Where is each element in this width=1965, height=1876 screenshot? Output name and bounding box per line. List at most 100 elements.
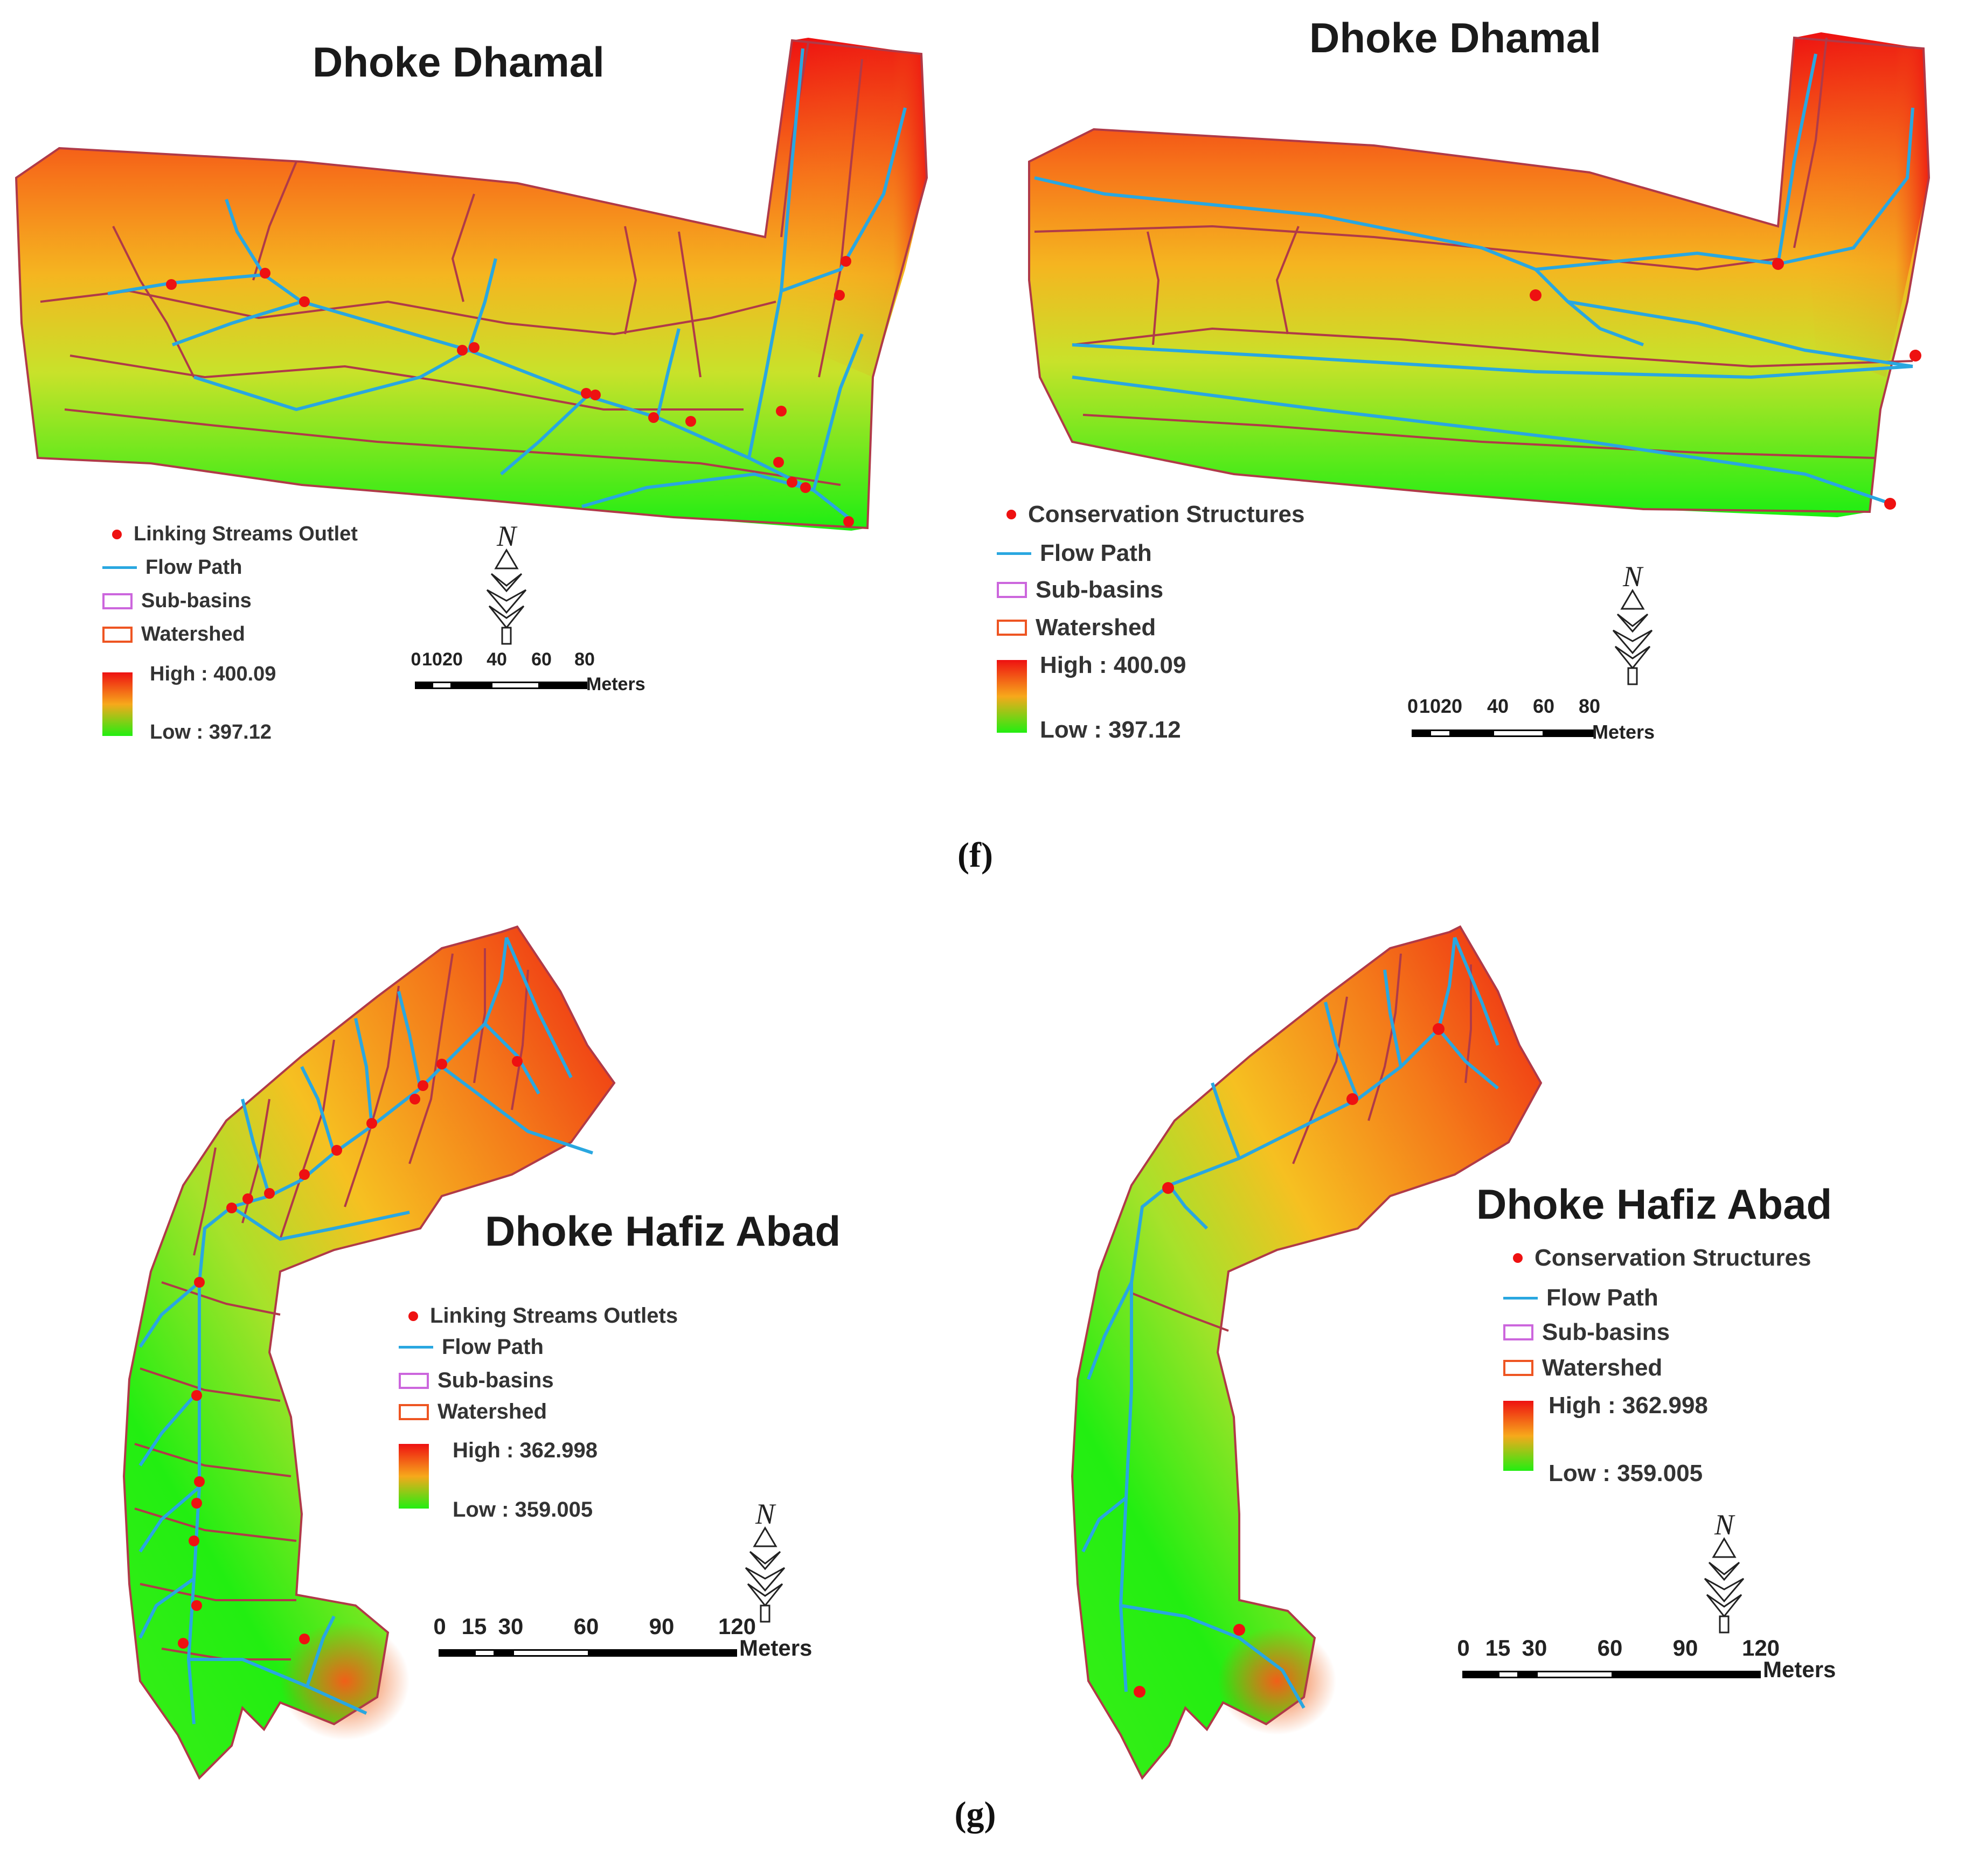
map-title: Dhoke Hafiz Abad bbox=[485, 1207, 841, 1255]
legend-subbasins-label: Sub-basins bbox=[141, 589, 252, 612]
north-arrow-icon: N bbox=[486, 520, 527, 645]
watershed-box-icon bbox=[1503, 1360, 1533, 1376]
legend-subbasins-row: Sub-basins bbox=[399, 1368, 554, 1393]
map-legend: Linking Streams Outlet Flow Path Sub-bas… bbox=[102, 517, 436, 749]
north-arrow: N bbox=[1697, 1509, 1751, 1638]
north-arrow: N bbox=[738, 1498, 792, 1627]
legend-flow-row: Flow Path bbox=[399, 1335, 544, 1359]
legend-watershed-label: Watershed bbox=[141, 623, 245, 645]
legend-watershed-label: Watershed bbox=[1036, 614, 1156, 641]
scale-bar-graphic bbox=[439, 1649, 737, 1657]
red-dot-icon bbox=[408, 1311, 418, 1321]
legend-high-label: High : 362.998 bbox=[1549, 1392, 1708, 1419]
legend-watershed-label: Watershed bbox=[438, 1400, 547, 1423]
scale-tick: 30 bbox=[498, 1614, 524, 1639]
legend-points-row: Conservation Structures bbox=[1503, 1245, 1811, 1271]
subbasin-box-icon bbox=[1503, 1324, 1533, 1340]
legend-watershed-row: Watershed bbox=[1503, 1354, 1662, 1381]
north-arrow: N bbox=[1606, 560, 1660, 690]
subbasin-box-icon bbox=[997, 582, 1027, 598]
watershed-map bbox=[1071, 925, 1543, 1780]
elevation-ramp bbox=[997, 660, 1027, 733]
scale-unit: Meters bbox=[1763, 1657, 1836, 1682]
scale-unit: Meters bbox=[1592, 721, 1655, 743]
scale-tick: 15 bbox=[461, 1614, 487, 1639]
map-title: Dhoke Hafiz Abad bbox=[1476, 1180, 1832, 1228]
scale-tick: 10 bbox=[1419, 695, 1441, 717]
legend-flow-row: Flow Path bbox=[102, 556, 242, 579]
scale-bar: 0 15 30 60 90 120 Meters bbox=[431, 1614, 851, 1667]
legend-subbasins-row: Sub-basins bbox=[1503, 1319, 1670, 1346]
flow-line-icon bbox=[1503, 1296, 1538, 1300]
legend-points-label: Linking Streams Outlet bbox=[134, 523, 358, 545]
scale-tick: 20 bbox=[442, 649, 463, 670]
outlet-points bbox=[166, 256, 854, 527]
scale-tick: 60 bbox=[1532, 695, 1555, 717]
legend-low-label: Low : 359.005 bbox=[453, 1498, 593, 1521]
scale-tick: 30 bbox=[1522, 1635, 1547, 1660]
elevation-surface bbox=[16, 38, 927, 531]
legend-subbasins-label: Sub-basins bbox=[1542, 1319, 1670, 1345]
outlet-points bbox=[178, 1056, 523, 1649]
scale-tick: 120 bbox=[1741, 1635, 1780, 1660]
scale-tick: 60 bbox=[573, 1614, 599, 1639]
watershed-box-icon bbox=[102, 626, 133, 643]
scale-tick: 15 bbox=[1485, 1635, 1511, 1660]
north-arrow-icon: N bbox=[1704, 1509, 1745, 1634]
caption-f: (f) bbox=[957, 836, 993, 875]
legend-flow-label: Flow Path bbox=[1546, 1284, 1658, 1311]
scale-tick: 40 bbox=[1487, 695, 1509, 717]
elevation-ramp bbox=[399, 1444, 429, 1509]
subbasin-box-icon bbox=[399, 1372, 429, 1389]
subbasin-box-icon bbox=[102, 593, 133, 609]
scale-tick: 60 bbox=[531, 649, 552, 670]
legend-points-label: Linking Streams Outlets bbox=[430, 1304, 678, 1328]
legend-subbasins-label: Sub-basins bbox=[438, 1368, 554, 1392]
scale-tick: 0 bbox=[1457, 1635, 1470, 1660]
elevation-ramp bbox=[1503, 1401, 1533, 1471]
elevation-surface bbox=[124, 927, 614, 1778]
north-label: N bbox=[755, 1498, 776, 1530]
legend-flow-label: Flow Path bbox=[1040, 540, 1152, 566]
legend-watershed-label: Watershed bbox=[1542, 1354, 1663, 1381]
legend-flow-row: Flow Path bbox=[1503, 1284, 1658, 1311]
map-panel-f-right: Dhoke Dhamal Conservation Structures Flo… bbox=[997, 0, 1965, 808]
scale-tick: 10 bbox=[422, 649, 442, 670]
map-legend: Linking Streams Outlets Flow Path Sub-ba… bbox=[399, 1304, 776, 1530]
structure-points bbox=[1530, 258, 1921, 510]
watershed-box-icon bbox=[997, 620, 1027, 636]
legend-high-label: High : 400.09 bbox=[1040, 652, 1186, 678]
north-arrow: N bbox=[480, 520, 533, 649]
legend-subbasins-label: Sub-basins bbox=[1036, 576, 1164, 603]
subbasin-boundaries bbox=[122, 925, 616, 1780]
scale-unit: Meters bbox=[586, 674, 645, 694]
scale-tick: 0 bbox=[1407, 695, 1419, 717]
legend-points-row: Linking Streams Outlets bbox=[399, 1304, 678, 1328]
legend-low-label: Low : 397.12 bbox=[150, 721, 272, 744]
scale-bar: 0 10 20 40 60 80 Meters bbox=[409, 649, 679, 694]
watershed-map bbox=[15, 38, 928, 531]
scale-bar-graphic bbox=[1462, 1671, 1761, 1678]
red-dot-icon bbox=[112, 529, 122, 539]
scale-unit: Meters bbox=[739, 1635, 813, 1660]
legend-high-label: High : 400.09 bbox=[150, 663, 276, 685]
north-arrow-icon: N bbox=[1612, 560, 1653, 685]
scale-tick: 120 bbox=[718, 1614, 756, 1639]
subbasin-boundaries bbox=[1028, 36, 1931, 513]
caption-g: (g) bbox=[954, 1795, 996, 1834]
flow-line-icon bbox=[997, 552, 1031, 555]
scale-bar: 0 10 20 40 60 80 Meters bbox=[1406, 695, 1686, 744]
flow-paths bbox=[138, 936, 593, 1725]
map-legend: Conservation Structures Flow Path Sub-ba… bbox=[997, 496, 1374, 754]
scale-tick: 40 bbox=[487, 649, 507, 670]
map-title: Dhoke Dhamal bbox=[1309, 14, 1601, 61]
structure-points bbox=[1134, 1023, 1445, 1698]
north-label: N bbox=[496, 520, 518, 552]
scale-tick: 90 bbox=[1672, 1635, 1698, 1660]
flow-paths bbox=[107, 48, 907, 522]
flow-paths bbox=[1081, 936, 1499, 1709]
legend-low-label: Low : 397.12 bbox=[1040, 717, 1181, 743]
legend-flow-label: Flow Path bbox=[145, 556, 242, 579]
scale-tick: 20 bbox=[1440, 695, 1463, 717]
legend-watershed-row: Watershed bbox=[997, 614, 1156, 641]
